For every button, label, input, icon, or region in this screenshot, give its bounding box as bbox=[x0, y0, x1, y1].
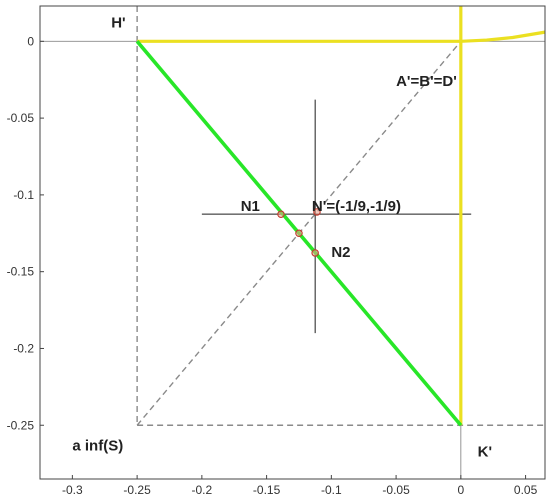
ticks-layer: -0.3 -0.25 -0.2 -0.15 -0.1 -0.05 0 0.05 0 -0.05 -0… bbox=[7, 34, 538, 497]
annotation-label: H' bbox=[111, 15, 125, 32]
x-tick-label: 0 bbox=[457, 483, 464, 497]
annotation-label: N1 bbox=[241, 198, 260, 215]
annotation-label: K' bbox=[478, 444, 492, 461]
y-tick-label: -0.25 bbox=[7, 418, 35, 432]
x-tick-label: -0.25 bbox=[123, 483, 151, 497]
series-line-1 bbox=[460, 30, 546, 43]
y-tick-label: -0.05 bbox=[7, 111, 35, 125]
x-tick-label: -0.15 bbox=[253, 483, 281, 497]
x-tick-label: -0.05 bbox=[382, 483, 410, 497]
x-tick-label: -0.1 bbox=[321, 483, 342, 497]
annotation-label: A'=B'=D' bbox=[396, 73, 457, 90]
point-marker-3 bbox=[311, 249, 319, 257]
annotation-label: N'=(-1/9,-1/9) bbox=[312, 198, 401, 215]
annotation-label: N2 bbox=[331, 244, 350, 261]
x-tick-label: 0.05 bbox=[514, 483, 538, 497]
y-tick-label: -0.15 bbox=[7, 265, 35, 279]
x-tick-label: -0.2 bbox=[192, 483, 213, 497]
x-tick-label: -0.3 bbox=[62, 483, 83, 497]
y-tick-label: -0.2 bbox=[13, 341, 34, 355]
points-layer bbox=[277, 208, 321, 257]
plot-frame bbox=[39, 5, 546, 480]
point-marker-0 bbox=[277, 210, 285, 218]
annotations-layer: H' A'=B'=D' N1 N'=(-1/9,-1/9) N2 a inf(S) K' bbox=[72, 15, 492, 461]
point-marker-2 bbox=[295, 229, 303, 238]
y-tick-label: -0.1 bbox=[13, 188, 34, 202]
y-tick-label: 0 bbox=[27, 34, 34, 48]
point-marker-1 bbox=[313, 208, 321, 216]
annotation-label: a inf(S) bbox=[72, 438, 123, 455]
